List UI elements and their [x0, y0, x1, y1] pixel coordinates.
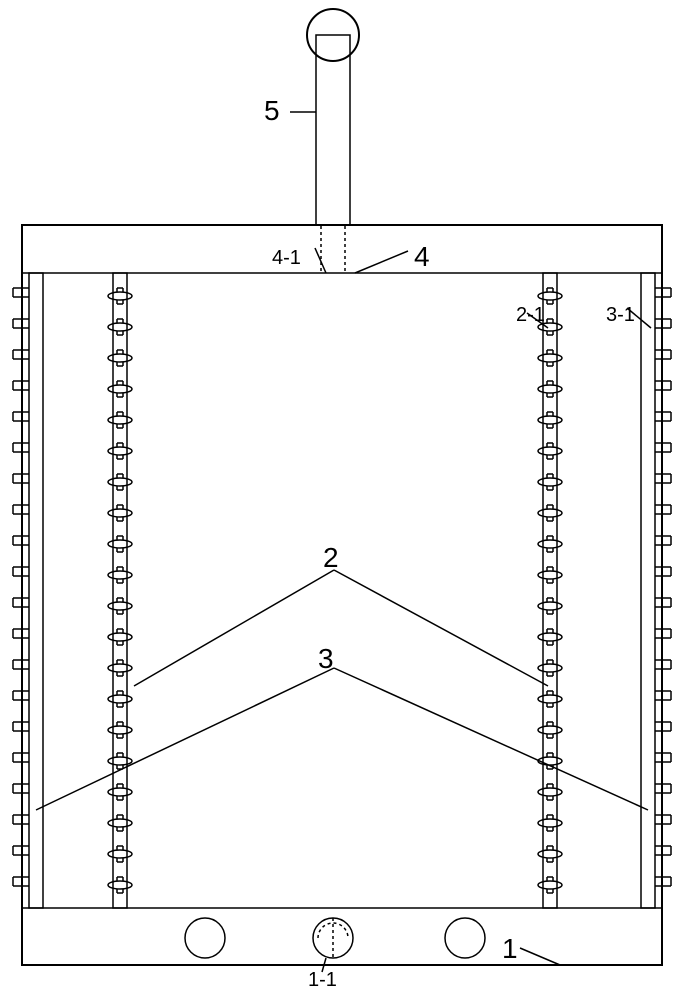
label-4_1: 4-1 — [272, 247, 301, 269]
label-1: 1 — [502, 933, 518, 964]
label-3_1: 3-1 — [606, 304, 635, 326]
label-3: 3 — [318, 643, 334, 674]
label-5: 5 — [264, 95, 280, 126]
label-2_1: 2-1 — [516, 304, 545, 326]
label-1_1: 1-1 — [308, 969, 337, 991]
label-2: 2 — [323, 542, 339, 573]
label-4: 4 — [414, 241, 430, 272]
